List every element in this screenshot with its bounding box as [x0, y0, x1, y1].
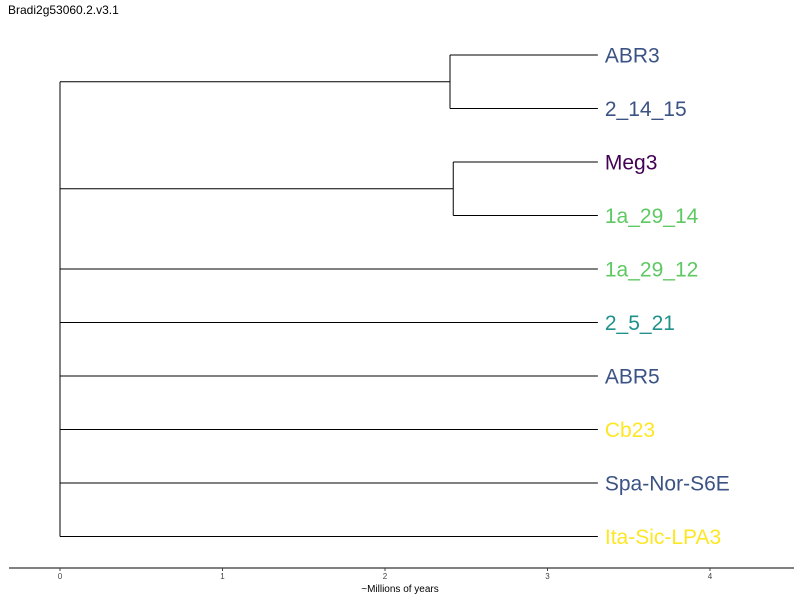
tree-branches	[59, 54, 598, 537]
leaf-label: ABR3	[605, 45, 660, 68]
leaf-labels: ABR3 2_14_15 Meg3 1a_29_14 1a_29_12 2_5_21 ABR…	[605, 45, 730, 550]
x-axis-label: ~Millions of years	[361, 584, 439, 595]
leaf-label: 1a_29_12	[605, 259, 698, 282]
tree-title: Bradi2g53060.2.v3.1	[8, 3, 119, 17]
leaf-label: Spa-Nor-S6E	[605, 473, 730, 496]
leaf-label: ABR5	[605, 366, 660, 389]
x-tick-label: 1	[220, 572, 225, 581]
x-tick-label: 0	[58, 572, 63, 581]
x-axis-ticks: 0 1 2 3 4	[58, 568, 713, 581]
leaf-label: 2_14_15	[605, 98, 687, 121]
leaf-label: Meg3	[605, 152, 658, 175]
x-tick-label: 4	[708, 572, 713, 581]
leaf-label: Ita-Sic-LPA3	[605, 526, 721, 549]
x-axis: 0 1 2 3 4 ~Millions of years	[9, 567, 794, 595]
leaf-label: 1a_29_14	[605, 205, 699, 228]
leaf-label: Cb23	[605, 419, 655, 442]
x-tick-label: 2	[383, 572, 388, 581]
leaf-label: 2_5_21	[605, 312, 675, 335]
x-tick-label: 3	[545, 572, 550, 581]
